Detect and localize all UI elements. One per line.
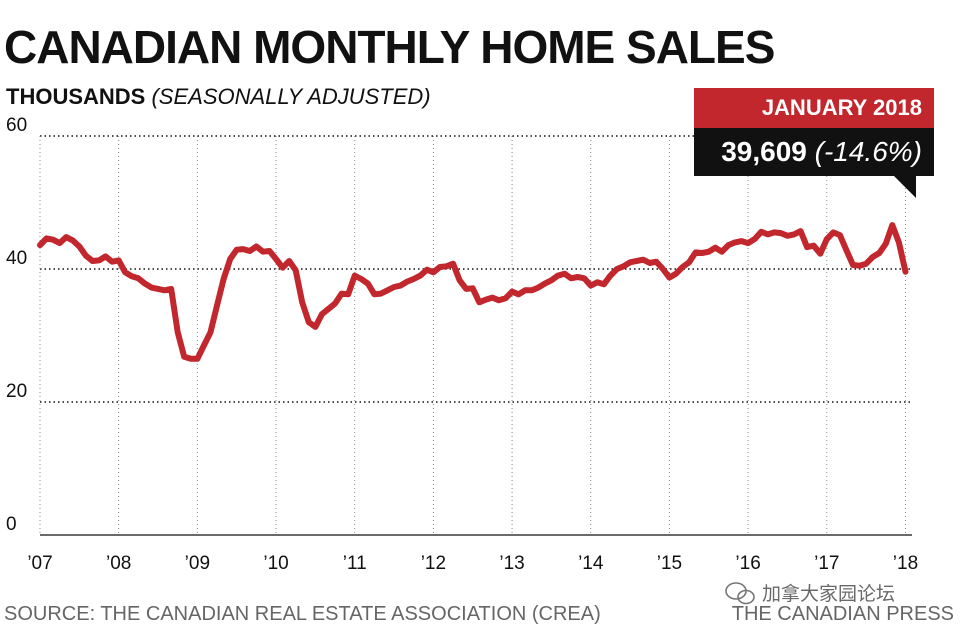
series-line-home-sales xyxy=(37,222,909,362)
callout-pointer xyxy=(894,176,916,198)
callout-value: 39,609 xyxy=(721,136,807,167)
seasonal-note: (SEASONALLY ADJUSTED) xyxy=(151,84,431,109)
wechat-watermark: 加拿大家园论坛 xyxy=(725,582,895,605)
x-tick-label: ’07 xyxy=(27,553,52,574)
credit-note: THE CANADIAN PRESS xyxy=(731,603,954,625)
x-tick-label: ’11 xyxy=(343,553,367,574)
wechat-icon xyxy=(725,582,755,605)
x-tick-label: ’18 xyxy=(893,553,918,574)
units-label: THOUSANDS xyxy=(6,84,146,109)
x-tick-label: ’14 xyxy=(578,553,604,574)
y-tick-label: 20 xyxy=(6,381,27,402)
watermark-text: 加拿大家园论坛 xyxy=(762,582,895,605)
x-tick-label: ’12 xyxy=(421,553,446,574)
x-tick-label: ’15 xyxy=(657,553,682,574)
callout-value-box: 39,609 (-14.6%) xyxy=(694,128,934,176)
latest-value-callout: JANUARY 2018 39,609 (-14.6%) xyxy=(694,88,934,198)
chart-title: CANADIAN MONTHLY HOME SALES xyxy=(4,21,775,73)
x-tick-label: ’17 xyxy=(814,553,839,574)
y-tick-label: 40 xyxy=(6,248,27,269)
chart-subtitle: THOUSANDS (SEASONALLY ADJUSTED) xyxy=(6,84,431,110)
x-tick-label: ’08 xyxy=(106,553,131,574)
y-tick-label: 0 xyxy=(6,514,17,535)
x-tick-label: ’10 xyxy=(263,553,288,574)
x-tick-label: ’09 xyxy=(185,553,210,574)
x-tick-label: ’13 xyxy=(499,553,524,574)
x-tick-label: ’16 xyxy=(735,553,760,574)
y-tick-label: 60 xyxy=(6,115,27,136)
callout-period: JANUARY 2018 xyxy=(694,88,934,128)
callout-change: (-14.6%) xyxy=(814,136,922,167)
source-note: SOURCE: THE CANADIAN REAL ESTATE ASSOCIA… xyxy=(4,603,601,625)
